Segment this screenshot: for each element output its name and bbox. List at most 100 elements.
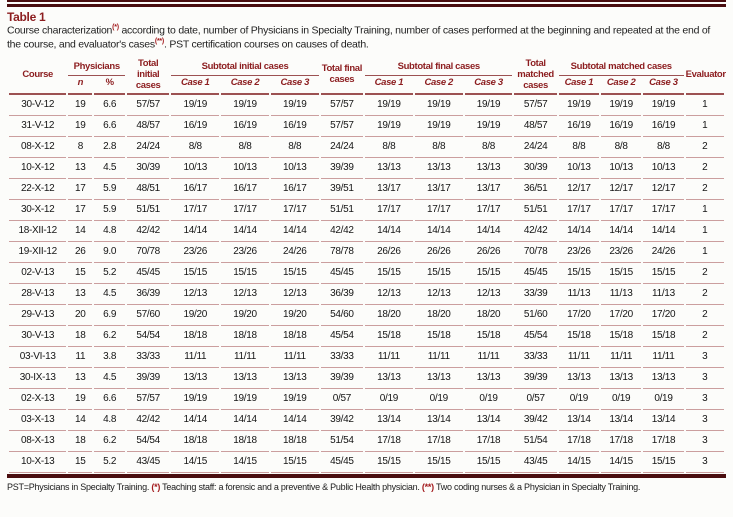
cell-matched-case-3: 13/14 <box>643 410 684 431</box>
cell-final-case-2: 14/14 <box>414 221 463 242</box>
col-header-initial-case-3: Case 3 <box>270 76 319 95</box>
col-header-initial-case-2: Case 2 <box>221 76 269 95</box>
table-row: 29-V-13 20 6.9 57/60 19/20 19/20 19/20 54/60 18/… <box>9 305 724 326</box>
cell-total-final-cases: 57/57 <box>320 116 364 137</box>
cell-final-case-3: 13/13 <box>464 158 513 179</box>
cell-course: 18-XII-12 <box>9 221 67 242</box>
cell-initial-case-1: 14/14 <box>171 410 220 431</box>
table-row: 10-X-13 15 5.2 43/45 14/15 14/15 15/15 45/45 15/… <box>9 452 724 473</box>
cell-evaluator: 1 <box>685 200 724 221</box>
cell-initial-case-2: 13/13 <box>221 368 269 389</box>
cell-initial-case-1: 11/11 <box>171 347 220 368</box>
cell-matched-case-2: 15/18 <box>601 326 642 347</box>
cell-evaluator: 1 <box>685 221 724 242</box>
table-title: Table 1 <box>7 10 46 24</box>
cell-matched-case-1: 14/15 <box>558 452 600 473</box>
cell-initial-case-1: 8/8 <box>171 137 220 158</box>
cell-final-case-2: 12/13 <box>414 284 463 305</box>
cell-initial-case-3: 15/15 <box>270 263 319 284</box>
cell-matched-case-2: 10/13 <box>601 158 642 179</box>
cell-matched-case-2: 16/19 <box>601 116 642 137</box>
cell-final-case-3: 26/26 <box>464 242 513 263</box>
cell-matched-case-3: 16/19 <box>643 116 684 137</box>
cell-initial-case-3: 15/15 <box>270 452 319 473</box>
cell-total-initial-cases: 24/24 <box>126 137 170 158</box>
cell-evaluator: 2 <box>685 326 724 347</box>
cell-initial-case-2: 19/19 <box>221 389 269 410</box>
cell-course: 02-V-13 <box>9 263 67 284</box>
cell-matched-case-1: 16/19 <box>558 116 600 137</box>
table-row: 10-X-12 13 4.5 30/39 10/13 10/13 10/13 39/39 13/… <box>9 158 724 179</box>
cell-matched-case-2: 13/13 <box>601 368 642 389</box>
cell-final-case-3: 12/13 <box>464 284 513 305</box>
footnote-marker-1: (*) <box>151 481 161 492</box>
cell-initial-case-1: 23/26 <box>171 242 220 263</box>
cell-pct: 4.5 <box>94 158 125 179</box>
cell-course: 30-X-12 <box>9 200 67 221</box>
cell-initial-case-2: 17/17 <box>221 200 269 221</box>
cell-initial-case-1: 16/17 <box>171 179 220 200</box>
cell-matched-case-2: 8/8 <box>601 137 642 158</box>
cell-matched-case-1: 11/13 <box>558 284 600 305</box>
cell-pct: 2.8 <box>94 137 125 158</box>
cell-final-case-1: 18/20 <box>365 305 413 326</box>
cell-final-case-3: 17/17 <box>464 200 513 221</box>
cell-initial-case-1: 15/15 <box>171 263 220 284</box>
table-row: 19-XII-12 26 9.0 70/78 23/26 23/26 24/26 78/78 2… <box>9 242 724 263</box>
cell-total-final-cases: 39/51 <box>320 179 364 200</box>
cell-total-initial-cases: 57/60 <box>126 305 170 326</box>
cell-matched-case-3: 17/17 <box>643 200 684 221</box>
cell-final-case-3: 13/13 <box>464 368 513 389</box>
cell-pct: 6.2 <box>94 326 125 347</box>
col-header-total-initial-cases: Total initial cases <box>126 58 170 95</box>
cell-pct: 4.8 <box>94 221 125 242</box>
cell-final-case-2: 0/19 <box>414 389 463 410</box>
cell-total-initial-cases: 42/42 <box>126 410 170 431</box>
cell-final-case-1: 13/13 <box>365 368 413 389</box>
cell-matched-case-1: 17/20 <box>558 305 600 326</box>
cell-final-case-2: 13/13 <box>414 158 463 179</box>
col-header-subtotal-final-group: Subtotal final cases <box>365 58 513 76</box>
cell-matched-case-1: 19/19 <box>558 95 600 116</box>
cell-n: 18 <box>68 326 93 347</box>
cell-total-initial-cases: 57/57 <box>126 95 170 116</box>
cell-total-matched-cases: 45/54 <box>514 326 557 347</box>
cell-matched-case-2: 17/18 <box>601 431 642 452</box>
cell-total-matched-cases: 42/42 <box>514 221 557 242</box>
cell-total-matched-cases: 51/54 <box>514 431 557 452</box>
cell-final-case-1: 15/15 <box>365 452 413 473</box>
cell-matched-case-1: 8/8 <box>558 137 600 158</box>
cell-pct: 6.6 <box>94 389 125 410</box>
col-header-physicians-group: Physicians <box>68 58 125 76</box>
cell-n: 15 <box>68 263 93 284</box>
cell-total-matched-cases: 33/33 <box>514 347 557 368</box>
cell-initial-case-1: 13/13 <box>171 368 220 389</box>
cell-evaluator: 2 <box>685 179 724 200</box>
table-row: 30-IX-13 13 4.5 39/39 13/13 13/13 13/13 39/39 13… <box>9 368 724 389</box>
table-row: 28-V-13 13 4.5 36/39 12/13 12/13 12/13 36/39 12/… <box>9 284 724 305</box>
cell-matched-case-3: 15/15 <box>643 452 684 473</box>
cell-matched-case-1: 12/17 <box>558 179 600 200</box>
table-row: 03-VI-13 11 3.8 33/33 11/11 11/11 11/11 33/33 11… <box>9 347 724 368</box>
cell-total-matched-cases: 51/60 <box>514 305 557 326</box>
col-header-matched-case-2: Case 2 <box>601 76 642 95</box>
cell-course: 19-XII-12 <box>9 242 67 263</box>
cell-matched-case-2: 12/17 <box>601 179 642 200</box>
cell-total-initial-cases: 48/57 <box>126 116 170 137</box>
table-row: 22-X-12 17 5.9 48/51 16/17 16/17 16/17 39/51 13/… <box>9 179 724 200</box>
cell-n: 11 <box>68 347 93 368</box>
cell-total-initial-cases: 54/54 <box>126 431 170 452</box>
col-header-total-matched-cases: Total matched cases <box>514 58 557 95</box>
cell-n: 19 <box>68 95 93 116</box>
cell-initial-case-1: 14/14 <box>171 221 220 242</box>
cell-n: 13 <box>68 158 93 179</box>
cell-course: 03-X-13 <box>9 410 67 431</box>
cell-pct: 5.2 <box>94 263 125 284</box>
cell-final-case-2: 26/26 <box>414 242 463 263</box>
cell-initial-case-2: 14/14 <box>221 410 269 431</box>
cell-total-initial-cases: 54/54 <box>126 326 170 347</box>
top-rule <box>7 0 726 7</box>
cell-initial-case-3: 13/13 <box>270 368 319 389</box>
cell-initial-case-1: 17/17 <box>171 200 220 221</box>
cell-course: 30-IX-13 <box>9 368 67 389</box>
